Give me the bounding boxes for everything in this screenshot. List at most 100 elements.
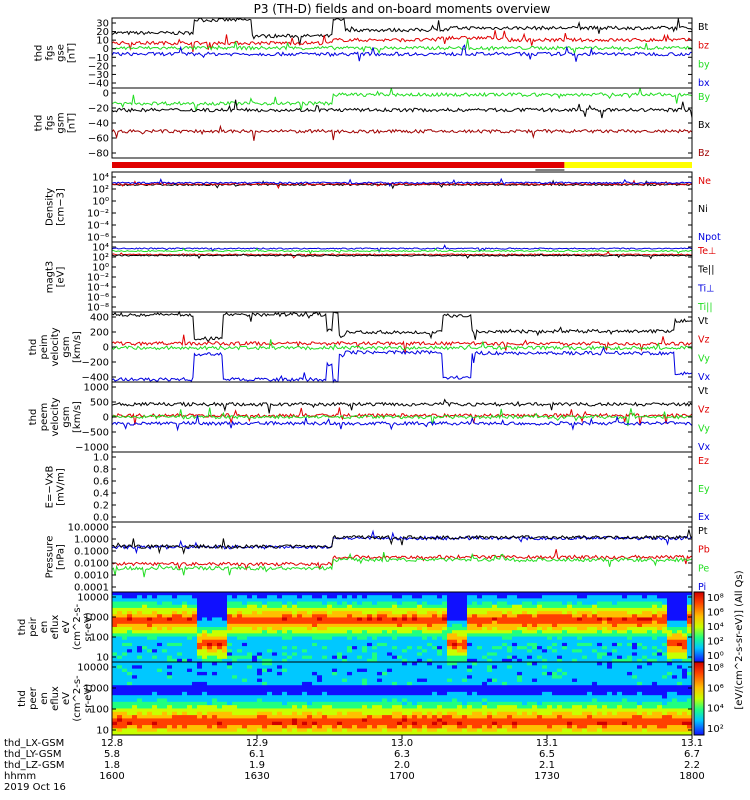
heatmap-cell xyxy=(432,715,438,719)
heatmap-cell xyxy=(262,705,268,709)
heatmap-cell xyxy=(207,731,213,736)
heatmap-cell xyxy=(457,721,463,726)
heatmap-cell xyxy=(197,595,203,599)
heatmap-cell xyxy=(257,633,263,638)
heatmap-cell xyxy=(582,665,588,670)
heatmap-cell xyxy=(392,636,398,641)
heatmap-cell xyxy=(397,623,403,628)
heatmap-cell xyxy=(582,646,588,650)
heatmap-cell xyxy=(542,675,548,680)
heatmap-cell xyxy=(152,662,158,666)
heatmap-cell xyxy=(427,718,433,723)
heatmap-cell xyxy=(277,675,283,680)
heatmap-cell xyxy=(532,592,538,596)
heatmap-cell xyxy=(387,601,393,606)
heatmap-cell xyxy=(562,718,568,723)
heatmap-cell xyxy=(352,592,358,596)
heatmap-cell xyxy=(467,649,473,653)
heatmap-cell xyxy=(257,595,263,599)
heatmap-cell xyxy=(242,604,248,609)
heatmap-cell xyxy=(117,721,123,726)
heatmap-cell xyxy=(457,731,463,736)
heatmap-cell xyxy=(272,655,278,660)
heatmap-cell xyxy=(412,695,418,699)
heatmap-cell xyxy=(397,698,403,703)
heatmap-cell xyxy=(207,611,213,615)
heatmap-cell xyxy=(607,652,613,657)
heatmap-cell xyxy=(432,649,438,653)
heatmap-cell xyxy=(577,649,583,653)
heatmap-cell xyxy=(562,617,568,622)
heatmap-cell xyxy=(577,595,583,599)
heatmap-cell xyxy=(327,592,333,596)
heatmap-cell xyxy=(567,718,573,723)
heatmap-cell xyxy=(417,630,423,634)
heatmap-cell xyxy=(637,655,643,660)
heatmap-cell xyxy=(157,604,163,609)
heatmap-cell xyxy=(232,620,238,625)
heatmap-cell xyxy=(222,728,228,733)
heatmap-cell xyxy=(197,662,203,666)
heatmap-cell xyxy=(632,607,638,612)
heatmap-cell xyxy=(462,592,468,596)
heatmap-cell xyxy=(282,614,288,618)
heatmap-cell xyxy=(542,671,548,676)
heatmap-cell xyxy=(322,711,328,716)
heatmap-cell xyxy=(277,728,283,733)
heatmap-cell xyxy=(617,636,623,641)
y-axis-label: thd xyxy=(17,619,28,636)
heatmap-cell xyxy=(232,592,238,596)
heatmap-cell xyxy=(457,688,463,693)
heatmap-cell xyxy=(197,711,203,716)
heatmap-cell xyxy=(117,601,123,606)
heatmap-cell xyxy=(427,592,433,596)
heatmap-cell xyxy=(212,668,218,673)
heatmap-cell xyxy=(552,592,558,596)
heatmap-cell xyxy=(552,646,558,650)
heatmap-cell xyxy=(322,620,328,625)
heatmap-cell xyxy=(527,688,533,693)
heatmap-cell xyxy=(507,715,513,719)
heatmap-cell xyxy=(312,598,318,603)
heatmap-cell xyxy=(432,671,438,676)
heatmap-cell xyxy=(587,598,593,603)
heatmap-cell xyxy=(502,725,508,729)
heatmap-cell xyxy=(157,718,163,723)
heatmap-cell xyxy=(277,698,283,703)
heatmap-cell xyxy=(197,652,203,657)
heatmap-cell xyxy=(202,685,208,690)
heatmap-cell xyxy=(402,681,408,686)
heatmap-cell xyxy=(592,681,598,686)
heatmap-cell xyxy=(502,611,508,615)
heatmap-cell xyxy=(112,652,118,657)
heatmap-cell xyxy=(617,607,623,612)
heatmap-cell xyxy=(457,639,463,644)
heatmap-cell xyxy=(222,708,228,713)
heatmap-cell xyxy=(632,627,638,631)
heatmap-cell xyxy=(617,620,623,625)
heatmap-cell xyxy=(242,630,248,634)
heatmap-cell xyxy=(537,721,543,726)
heatmap-cell xyxy=(267,721,273,726)
heatmap-cell xyxy=(177,725,183,729)
heatmap-cell xyxy=(422,731,428,736)
heatmap-cell xyxy=(227,678,233,683)
heatmap-cell xyxy=(532,630,538,634)
heatmap-cell xyxy=(482,691,488,696)
heatmap-cell xyxy=(252,649,258,653)
heatmap-cell xyxy=(147,725,153,729)
heatmap-cell xyxy=(602,598,608,603)
y-axis-label: velocity xyxy=(50,327,61,366)
heatmap-cell xyxy=(532,708,538,713)
heatmap-cell xyxy=(227,595,233,599)
panel-frame xyxy=(111,311,693,383)
heatmap-cell xyxy=(527,658,533,663)
heatmap-cell xyxy=(507,675,513,680)
heatmap-cell xyxy=(452,662,458,666)
heatmap-cell xyxy=(307,636,313,641)
heatmap-cell xyxy=(192,627,198,631)
heatmap-cell xyxy=(407,728,413,733)
heatmap-cell xyxy=(137,668,143,673)
heatmap-cell xyxy=(132,646,138,650)
heatmap-cell xyxy=(632,623,638,628)
